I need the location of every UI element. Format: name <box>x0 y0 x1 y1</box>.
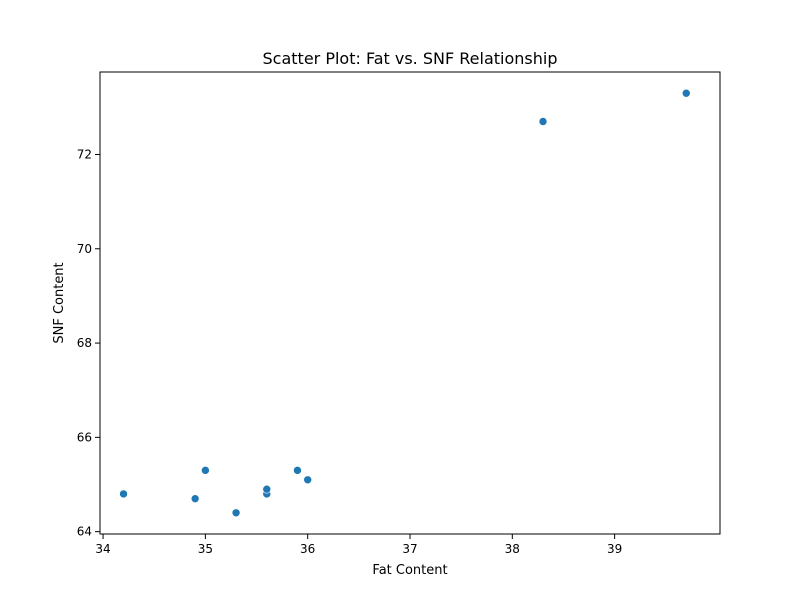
y-tick-label: 64 <box>77 525 92 539</box>
y-tick-label: 68 <box>77 336 92 350</box>
data-point <box>262 484 272 494</box>
x-axis-ticks: 34 35 36 37 38 39 <box>95 534 622 556</box>
x-tick-label: 38 <box>505 542 520 556</box>
data-point <box>119 489 128 499</box>
points-layer <box>119 88 691 518</box>
plot-frame <box>99 71 721 535</box>
data-point <box>538 117 548 126</box>
y-axis-label: SNF Content <box>52 262 67 343</box>
data-point <box>190 494 200 503</box>
x-axis-label: Fat Content <box>372 563 447 578</box>
x-tick-label: 36 <box>300 542 315 556</box>
x-tick-label: 39 <box>607 542 622 556</box>
data-point <box>231 508 241 518</box>
y-tick-label: 72 <box>77 148 92 162</box>
data-point <box>303 475 312 485</box>
y-tick-label: 66 <box>77 430 92 444</box>
x-tick-label: 37 <box>402 542 417 556</box>
chart-title: Scatter Plot: Fat vs. SNF Relationship <box>263 49 558 68</box>
x-tick-label: 35 <box>198 542 213 556</box>
y-axis-ticks: 64 66 68 70 72 <box>77 148 100 539</box>
y-tick-label: 70 <box>77 242 92 256</box>
data-point <box>293 466 302 475</box>
data-point <box>681 88 691 98</box>
x-tick-label: 34 <box>95 542 110 556</box>
data-point <box>201 466 210 475</box>
